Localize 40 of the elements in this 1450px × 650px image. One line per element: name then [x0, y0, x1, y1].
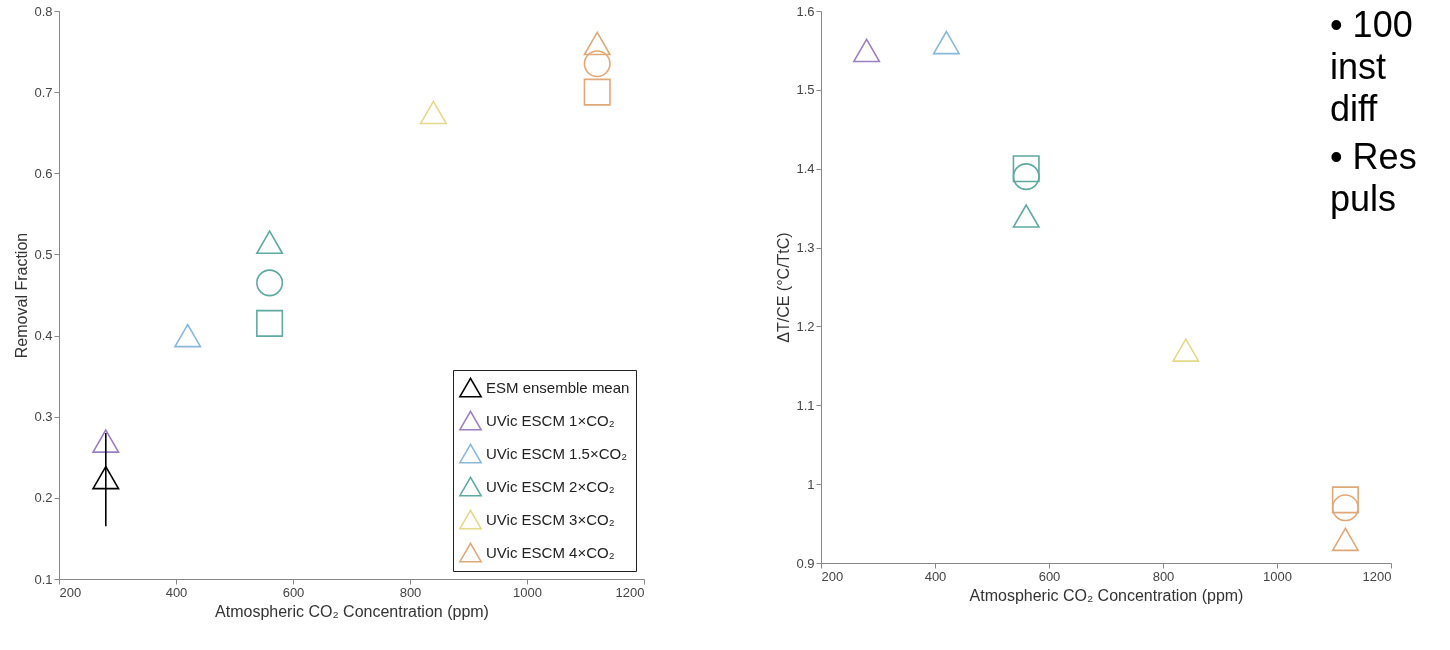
x-tick-label: 200 — [821, 568, 844, 584]
y-tick-label: 0.8 — [34, 3, 53, 19]
annotation: • Res puls — [1330, 136, 1418, 220]
x-tick-label: 1000 — [1263, 568, 1292, 584]
x-tick-label: 200 — [59, 584, 82, 600]
y-tick-label: 1.4 — [796, 161, 815, 177]
y-tick-label: 0.4 — [34, 328, 53, 344]
y-axis-title: ΔT/CE (°C/TtC) — [775, 232, 793, 343]
y-tick-label: 0.9 — [796, 555, 815, 571]
annotation: • 100 inst diff — [1330, 4, 1414, 130]
y-tick-label: 0.2 — [34, 490, 53, 506]
legend-label: UVic ESCM 3×CO₂ — [486, 510, 615, 528]
x-tick-label: 1200 — [1362, 568, 1392, 584]
x-tick-label: 800 — [1152, 568, 1175, 584]
y-tick-label: 1.2 — [796, 318, 815, 334]
x-tick-label: 600 — [1038, 568, 1061, 584]
y-axis-title: Removal Fraction — [13, 232, 31, 359]
legend-label: ESM ensemble mean — [486, 378, 630, 396]
legend-label: UVic ESCM 1.5×CO₂ — [486, 444, 628, 462]
y-tick-label: 0.6 — [34, 165, 53, 181]
x-tick-label: 1200 — [615, 584, 645, 600]
legend-label: UVic ESCM 4×CO₂ — [486, 543, 615, 561]
y-tick-label: 0.3 — [34, 409, 53, 425]
x-tick-label: 600 — [282, 584, 305, 600]
y-tick-label: 1.3 — [796, 240, 815, 256]
legend-label: UVic ESCM 1×CO₂ — [486, 411, 615, 429]
x-tick-label: 400 — [165, 584, 188, 600]
x-tick-label: 400 — [924, 568, 947, 584]
y-tick-label: 1.6 — [796, 3, 815, 19]
x-axis-title: Atmospheric CO₂ Concentration (ppm) — [969, 586, 1244, 604]
y-tick-label: 1.1 — [796, 397, 815, 413]
y-tick-label: 1 — [807, 476, 815, 492]
y-tick-label: 0.1 — [34, 571, 53, 587]
legend-label: UVic ESCM 2×CO₂ — [486, 477, 615, 495]
y-tick-label: 0.5 — [34, 246, 53, 262]
y-tick-label: 1.5 — [796, 82, 815, 98]
x-tick-label: 1000 — [513, 584, 542, 600]
x-axis-title: Atmospheric CO₂ Concentration (ppm) — [215, 602, 489, 620]
y-tick-label: 0.7 — [34, 84, 53, 100]
x-tick-label: 800 — [399, 584, 422, 600]
